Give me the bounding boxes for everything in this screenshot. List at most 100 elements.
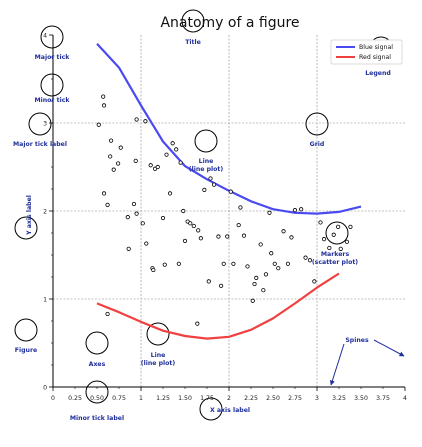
scatter-marker — [245, 264, 250, 269]
annotation-label: Legend — [365, 70, 391, 77]
scatter-marker — [272, 261, 277, 266]
scatter-marker — [155, 164, 160, 170]
scatter-marker — [269, 251, 274, 256]
scatter-marker — [191, 223, 196, 229]
scatter-marker — [195, 321, 200, 326]
scatter-marker — [211, 182, 217, 187]
annotation-label: Major tick label — [13, 141, 67, 148]
annotation-sublabel: (scatter plot) — [312, 259, 358, 266]
minor-tick-label-x: 3.25 — [332, 395, 346, 402]
annotation-label: Spines — [345, 337, 369, 344]
scatter-marker — [331, 232, 336, 237]
annotation-label: Figure — [15, 347, 37, 354]
scatter-marker — [263, 272, 269, 277]
legend-entry: Blue signal — [359, 44, 393, 51]
scatter-marker — [206, 279, 211, 284]
scatter-marker — [96, 122, 101, 127]
scatter-marker — [140, 221, 145, 226]
scatter-marker — [105, 311, 110, 317]
scatter-marker — [216, 234, 221, 239]
scatter-marker — [118, 145, 123, 150]
minor-tick-label-x: 0.75 — [112, 395, 126, 402]
scatter-marker — [160, 215, 166, 221]
annotation-label: Markers — [321, 251, 350, 258]
major-tick-label-y: 1 — [43, 297, 47, 304]
annotation-label: Axes — [89, 361, 106, 368]
annotation-label: Title — [185, 39, 201, 46]
annotation-circle — [146, 322, 170, 346]
minor-tick-label-x: 2.75 — [288, 395, 302, 402]
annotation-circle — [40, 73, 64, 97]
minor-tick-label-x: 2.50 — [266, 395, 280, 402]
scatter-marker — [208, 176, 213, 181]
annotation-label: Grid — [310, 141, 325, 148]
annotation-circle — [40, 25, 64, 49]
scatter-marker — [281, 229, 286, 234]
annotation-circle — [14, 318, 38, 342]
legend-layer: Blue signal Red signal — [330, 39, 403, 65]
scatter-marker — [318, 220, 323, 225]
major-tick-label-y: 3 — [43, 121, 47, 128]
scatter-marker — [178, 160, 183, 165]
scatter-marker — [125, 215, 130, 220]
scatter-marker — [196, 228, 201, 233]
scatter-marker — [148, 163, 153, 168]
scatter-marker — [241, 233, 247, 238]
scatter-marker — [258, 242, 263, 247]
scatter-marker — [344, 239, 350, 244]
scatter-marker — [285, 261, 291, 266]
scatter-marker — [327, 245, 332, 251]
chart-title: Anatomy of a figure — [160, 15, 299, 31]
scatter-marker — [292, 208, 298, 213]
scatter-marker — [221, 261, 226, 266]
scatter-marker — [321, 237, 327, 242]
annotation-circle — [325, 221, 349, 245]
scatter-marker — [225, 234, 230, 239]
legend-entry: Red signal — [359, 54, 391, 61]
major-tick-label-y: 0 — [43, 385, 47, 392]
annotation-label: Minor tick label — [70, 415, 124, 422]
minor-tick-label-x: 2.25 — [244, 395, 258, 402]
scatter-marker — [252, 281, 257, 287]
scatter-layer — [96, 94, 353, 326]
scatter-marker — [250, 298, 255, 303]
annotation-circle — [85, 331, 109, 355]
spine-arrow-x — [329, 343, 345, 386]
major-tick-label-x: 4 — [403, 395, 407, 402]
major-tick-label-x: 3 — [315, 395, 319, 402]
major-tick-label-y: 4 — [43, 33, 47, 40]
scatter-marker — [202, 187, 207, 192]
scatter-marker — [198, 236, 203, 241]
annotation-sublabel: (line plot) — [189, 166, 224, 173]
scatter-marker — [276, 266, 281, 271]
scatter-marker — [231, 261, 236, 266]
scatter-marker — [134, 211, 139, 216]
annotation-text-layer: Major tick Minor tick Major tick label Figu… — [13, 39, 405, 422]
scatter-marker — [338, 246, 343, 251]
spine-arrow-y — [373, 339, 405, 357]
annotation-label: Line — [199, 158, 214, 165]
scatter-marker — [134, 117, 139, 122]
scatter-marker — [101, 191, 107, 196]
scatter-marker — [131, 201, 137, 207]
scatter-marker — [238, 205, 243, 210]
annotation-label: Line — [151, 352, 166, 359]
x-axis-label: X axis label — [210, 407, 250, 414]
scatter-marker — [218, 283, 224, 288]
major-tick-label-x: 2 — [227, 395, 231, 402]
annotation-circle — [199, 397, 223, 421]
minor-tick-label-x: 1.50 — [178, 395, 192, 402]
scatter-marker — [254, 275, 259, 280]
scatter-marker — [108, 154, 113, 159]
annotation-circle — [14, 216, 38, 240]
minor-tick-label-x: 1.25 — [156, 395, 170, 402]
scatter-marker — [108, 138, 114, 143]
scatter-marker — [116, 161, 121, 166]
scatter-marker — [307, 258, 313, 263]
scatter-marker — [299, 207, 304, 212]
scatter-marker — [228, 189, 233, 194]
scatter-marker — [164, 152, 169, 157]
grid-layer — [53, 35, 405, 387]
